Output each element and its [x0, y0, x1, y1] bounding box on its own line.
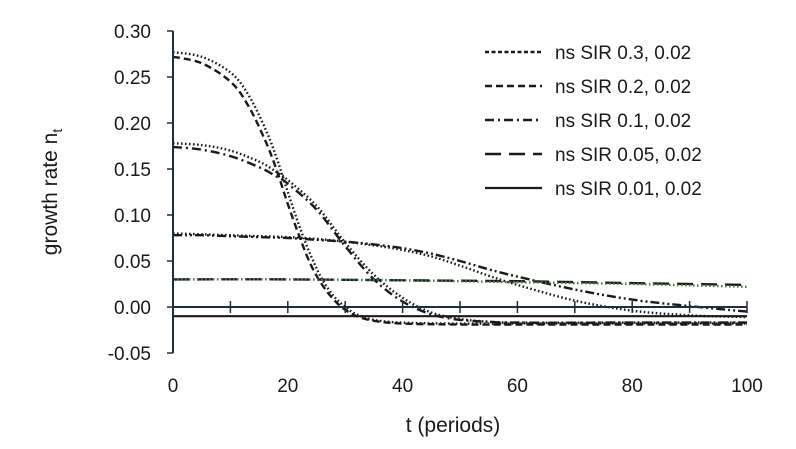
y-tick-label: 0.15 — [114, 160, 151, 181]
series-line-4 — [172, 145, 747, 324]
legend: ns SIR 0.3, 0.02 ns SIR 0.2, 0.02 ns SIR 0… — [485, 43, 702, 200]
legend-label-5: ns SIR 0.01, 0.02 — [555, 179, 702, 200]
y-axis-title-subscript: t — [49, 129, 65, 133]
y-tick-label: 0.10 — [114, 206, 151, 227]
legend-label-2: ns SIR 0.2, 0.02 — [555, 77, 691, 98]
series-line-2 — [172, 55, 747, 326]
x-axis-title: t (periods) — [406, 414, 501, 437]
y-axis-title: growth rate nt — [39, 129, 65, 256]
x-tick-label: 100 — [731, 376, 763, 397]
y-tick-label: 0.25 — [114, 68, 151, 89]
legend-label-1: ns SIR 0.3, 0.02 — [555, 43, 691, 64]
legend-label-4: ns SIR 0.05, 0.02 — [555, 145, 702, 166]
x-tick-label: 0 — [168, 376, 179, 397]
series-line-7 — [172, 278, 748, 287]
x-tick-label: 40 — [392, 376, 413, 397]
y-axis-title-main: growth rate n — [39, 133, 62, 256]
y-tick-label: 0.20 — [114, 114, 151, 135]
legend-label-3: ns SIR 0.1, 0.02 — [555, 111, 691, 132]
y-tick-label: 0.00 — [114, 298, 151, 319]
y-tick-label: 0.30 — [114, 22, 151, 43]
ticks-layer: -0.05 0.00 0.05 0.10 0.15 0.20 0.25 0.30 0 20 40 60… — [108, 22, 763, 397]
x-tick-label: 80 — [622, 376, 643, 397]
series-line-8 — [172, 278, 748, 288]
y-tick-label: 0.05 — [114, 252, 151, 273]
x-tick-label: 20 — [277, 376, 298, 397]
series-line-6 — [172, 233, 748, 313]
series-layer — [172, 51, 748, 326]
x-tick-label: 60 — [507, 376, 528, 397]
series-line-3 — [172, 142, 747, 324]
y-tick-label: -0.05 — [108, 344, 151, 365]
